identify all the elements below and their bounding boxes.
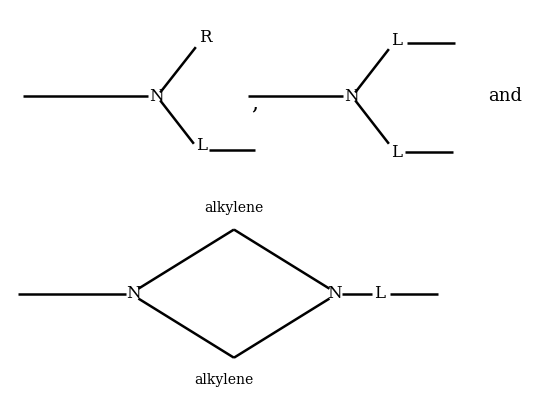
Text: N: N <box>149 88 163 105</box>
Text: L: L <box>374 285 385 302</box>
Text: N: N <box>126 285 141 302</box>
Text: L: L <box>391 32 402 49</box>
Text: L: L <box>391 144 402 161</box>
Text: N: N <box>327 285 342 302</box>
Text: and: and <box>488 87 522 105</box>
Text: N: N <box>344 88 359 105</box>
Text: L: L <box>196 137 207 154</box>
Text: alkylene: alkylene <box>195 372 254 386</box>
Text: R: R <box>199 29 211 46</box>
Text: alkylene: alkylene <box>204 201 264 215</box>
Text: ,: , <box>252 92 259 114</box>
